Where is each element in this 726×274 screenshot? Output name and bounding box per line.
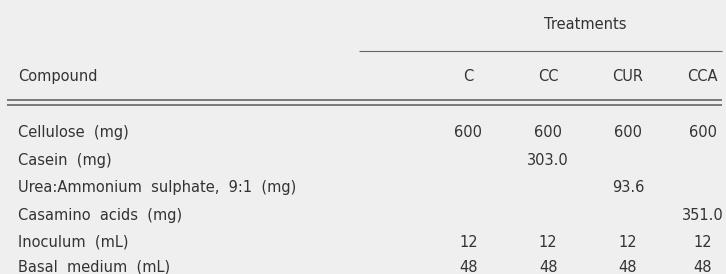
Text: Compound: Compound — [18, 69, 98, 84]
Text: Treatments: Treatments — [544, 17, 627, 32]
Text: 600: 600 — [454, 125, 482, 140]
Text: 600: 600 — [614, 125, 642, 140]
Text: Casein  (mg): Casein (mg) — [18, 153, 112, 168]
Text: 303.0: 303.0 — [527, 153, 569, 168]
Text: 351.0: 351.0 — [682, 208, 724, 222]
Text: 12: 12 — [619, 235, 637, 250]
Text: CCA: CCA — [688, 69, 718, 84]
Text: 48: 48 — [619, 260, 637, 274]
Text: Inoculum  (mL): Inoculum (mL) — [18, 235, 129, 250]
Text: 12: 12 — [539, 235, 558, 250]
Text: Cellulose  (mg): Cellulose (mg) — [18, 125, 129, 140]
Text: Basal  medium  (mL): Basal medium (mL) — [18, 260, 171, 274]
Text: C: C — [463, 69, 473, 84]
Text: CUR: CUR — [613, 69, 643, 84]
Text: 48: 48 — [693, 260, 712, 274]
Text: Urea:Ammonium  sulphate,  9:1  (mg): Urea:Ammonium sulphate, 9:1 (mg) — [18, 180, 296, 195]
Text: 48: 48 — [459, 260, 478, 274]
Text: 12: 12 — [693, 235, 712, 250]
Text: 48: 48 — [539, 260, 558, 274]
Text: 600: 600 — [689, 125, 717, 140]
Text: 600: 600 — [534, 125, 562, 140]
Text: CC: CC — [538, 69, 558, 84]
Text: 12: 12 — [459, 235, 478, 250]
Text: Casamino  acids  (mg): Casamino acids (mg) — [18, 208, 182, 222]
Text: 93.6: 93.6 — [612, 180, 644, 195]
